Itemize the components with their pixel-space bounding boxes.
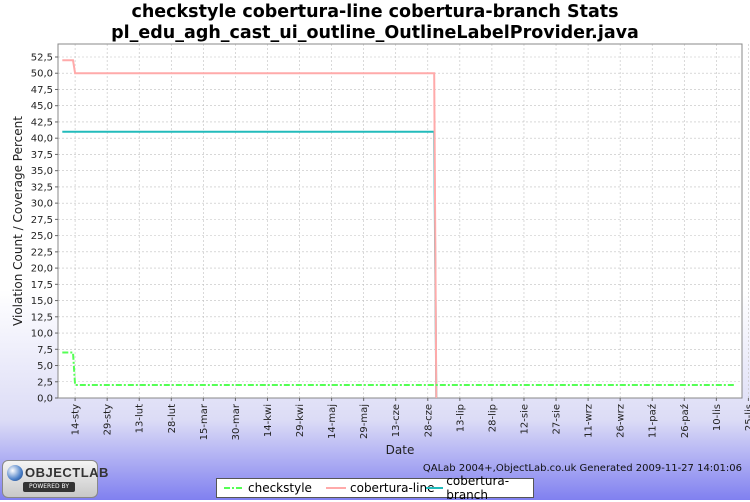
x-tick-label: 14-kwi	[263, 404, 274, 437]
y-tick-label: 10,0	[31, 329, 53, 340]
y-tick-label: 5,0	[37, 361, 53, 372]
y-tick-label: 15,0	[31, 296, 53, 307]
legend-item-checkstyle: checkstyle	[223, 480, 312, 496]
plot-area	[57, 43, 743, 399]
x-tick-label: 14-maj	[327, 404, 338, 439]
x-tick-label: 29-kwi	[295, 404, 306, 437]
y-tick-label: 17,5	[31, 280, 53, 291]
legend-label-cobertura-branch: cobertura-branch	[446, 474, 510, 502]
logo-text: OBJECTLAB	[25, 465, 109, 480]
globe-icon	[7, 465, 23, 481]
x-tick-label: 27-sie	[552, 404, 563, 434]
objectlab-logo[interactable]: OBJECTLAB POWERED BY	[2, 460, 108, 498]
grid	[58, 44, 749, 399]
y-tick-label: 0,0	[37, 394, 53, 405]
y-tick-label: 45,0	[31, 101, 53, 112]
x-tick-label: 11-paź	[647, 404, 659, 438]
x-tick-label: 12-sie	[519, 404, 530, 434]
x-tick-label: 13-lip	[455, 404, 466, 432]
x-tick-label: 30-mar	[231, 403, 242, 440]
y-tick-label: 42,5	[31, 117, 53, 128]
x-tick-label: 15-mar	[199, 403, 210, 440]
plot-background	[58, 44, 742, 398]
x-axis-ticks: 14-sty 29-sty 13-lut 28-lut 15-mar 30-mar 14-k…	[71, 398, 750, 440]
x-axis-label: Date	[386, 443, 415, 457]
chart-title-line2: pl_edu_agh_cast_ui_outline_OutlineLabelP…	[111, 23, 639, 43]
legend-swatch-checkstyle	[224, 487, 244, 489]
x-tick-label: 29-maj	[359, 404, 370, 439]
chart-svg: 0,0 2,5 5,0 7,5 10,0 12,5 15,0 17,5 20,0 22,5 25,0…	[11, 43, 750, 457]
y-tick-label: 2,5	[37, 377, 53, 388]
x-tick-label: 29-sty	[103, 404, 114, 435]
chart-title-line1: checkstyle cobertura-line cobertura-bran…	[131, 2, 619, 22]
x-tick-label: 13-lut	[135, 404, 146, 433]
legend-label-cobertura-line: cobertura-line	[350, 481, 435, 495]
y-tick-label: 25,0	[31, 231, 53, 242]
series-group	[62, 59, 736, 399]
legend-label-checkstyle: checkstyle	[248, 481, 312, 495]
y-tick-label: 47,5	[31, 85, 53, 96]
legend-swatch-cobertura-branch	[426, 487, 444, 489]
y-tick-label: 12,5	[31, 312, 53, 323]
x-tick-label: 25-lis	[744, 404, 750, 431]
x-tick-label: 28-lut	[167, 404, 178, 433]
y-tick-label: 35,0	[31, 166, 53, 177]
y-tick-label: 40,0	[31, 134, 53, 145]
y-tick-label: 27,5	[31, 215, 53, 226]
x-tick-label: 28-cze	[423, 404, 434, 437]
y-tick-label: 37,5	[31, 150, 53, 161]
legend-item-cobertura-line: cobertura-line	[325, 480, 434, 496]
y-tick-label: 30,0	[31, 199, 53, 210]
logo-subtext: POWERED BY	[23, 482, 75, 492]
y-tick-label: 52,5	[31, 52, 53, 63]
legend-swatch-cobertura-line	[326, 487, 346, 489]
y-tick-label: 32,5	[31, 182, 53, 193]
x-tick-label: 11-wrz	[584, 404, 595, 438]
y-axis-label: Violation Count / Coverage Percent	[11, 116, 25, 326]
y-tick-label: 7,5	[37, 345, 53, 356]
chart-legend: checkstyle cobertura-line cobertura-bran…	[216, 474, 534, 502]
x-tick-label: 10-lis	[712, 404, 723, 431]
y-axis-ticks: 0,0 2,5 5,0 7,5 10,0 12,5 15,0 17,5 20,0 22,5 25,0…	[31, 52, 58, 405]
y-tick-label: 22,5	[31, 247, 53, 258]
x-tick-label: 28-lip	[487, 404, 498, 432]
series-line-cobertura-line	[62, 59, 438, 399]
x-tick-label: 14-sty	[71, 404, 82, 435]
generated-footer: QALab 2004+,ObjectLab.co.uk Generated 20…	[422, 463, 742, 474]
x-tick-label: 26-wrz	[616, 404, 627, 438]
y-tick-label: 20,0	[31, 264, 53, 275]
x-tick-label: 26-paź	[679, 404, 691, 438]
x-tick-label: 13-cze	[391, 404, 402, 437]
y-tick-label: 50,0	[31, 69, 53, 80]
legend-item-cobertura-branch: cobertura-branch	[425, 474, 533, 502]
